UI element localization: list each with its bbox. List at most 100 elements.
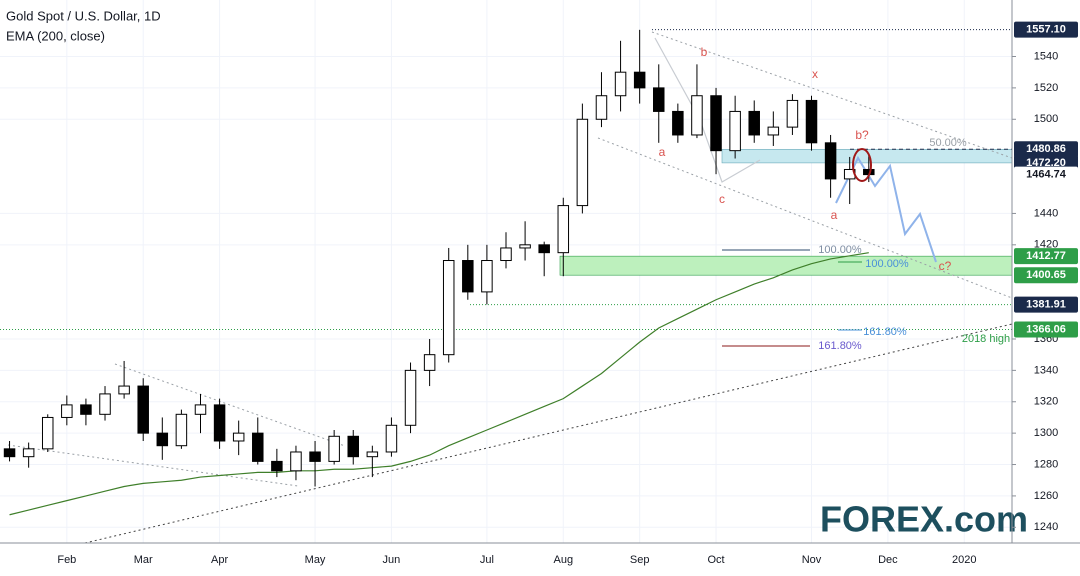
candle-body xyxy=(633,71,646,89)
fib-label: 161.80% xyxy=(818,340,862,352)
y-tick-label: 1340 xyxy=(1034,364,1058,376)
x-tick-label: Jun xyxy=(383,554,401,566)
triangle-line xyxy=(7,444,299,487)
candle-body xyxy=(99,393,111,415)
wave-label: c? xyxy=(939,259,952,273)
logo: FOREX.com xyxy=(820,499,1028,540)
candle-body xyxy=(500,247,512,262)
wave-label: c xyxy=(719,192,725,206)
wave-label: a xyxy=(659,145,666,159)
candle-body xyxy=(366,451,379,458)
candle-body xyxy=(481,260,493,293)
candle-body xyxy=(213,404,226,442)
price-label-bg xyxy=(1014,321,1078,338)
y-tick-label: 1260 xyxy=(1034,490,1058,502)
price-label-bg xyxy=(1014,21,1078,38)
candle-body xyxy=(118,385,130,395)
candle-body xyxy=(22,448,35,458)
channel-line xyxy=(651,31,1013,159)
candle-body xyxy=(576,118,589,207)
y-tick-label: 1320 xyxy=(1034,396,1058,408)
candle-body xyxy=(691,95,703,136)
highlight-ellipse xyxy=(852,148,872,182)
candle-body xyxy=(653,87,665,112)
candle-body xyxy=(290,451,302,472)
wave-label: b? xyxy=(855,128,869,142)
price-label: 1412.77 xyxy=(1026,250,1066,262)
y-tick-label: 1280 xyxy=(1034,458,1058,470)
legend-entry: EMA (200, close) xyxy=(6,28,105,43)
x-tick-label: Nov xyxy=(802,554,822,566)
trend-lines xyxy=(7,31,1013,544)
candle-body xyxy=(748,110,760,136)
ema-line xyxy=(9,252,869,516)
price-label: 1464.74 xyxy=(1026,169,1067,181)
candle-body xyxy=(232,432,245,442)
x-tick-label: Mar xyxy=(134,554,153,566)
wave-label: a xyxy=(831,208,838,222)
candle-body xyxy=(404,369,417,426)
candle-body xyxy=(442,260,455,356)
y-tick-label: 1300 xyxy=(1034,427,1058,439)
wave-label: b xyxy=(701,45,708,59)
projection-path xyxy=(835,155,937,263)
price-label-bg xyxy=(1014,166,1078,183)
candle-body xyxy=(175,413,188,447)
chart-title: Gold Spot / U.S. Dollar, 1D xyxy=(6,8,161,23)
price-label: 1557.10 xyxy=(1026,24,1066,36)
candle-body xyxy=(710,95,722,152)
trend-line xyxy=(84,323,1013,544)
candle-body xyxy=(423,354,436,371)
x-tick-label: 2020 xyxy=(952,554,976,566)
price-label: 1400.65 xyxy=(1026,269,1066,281)
candle-body xyxy=(729,110,741,152)
candle-body xyxy=(538,244,550,254)
candle-body xyxy=(41,416,54,450)
price-label-bg xyxy=(1014,141,1078,158)
candle-body xyxy=(61,404,73,418)
x-tick-label: Dec xyxy=(878,554,898,566)
candle-body xyxy=(767,126,780,136)
fib-label: 100.00% xyxy=(865,258,909,270)
x-tick-label: Feb xyxy=(57,554,76,566)
candle-body xyxy=(557,205,570,254)
candle-body xyxy=(672,110,684,136)
candle-body xyxy=(786,99,799,128)
candle-body xyxy=(137,385,149,434)
candle-body xyxy=(194,404,207,415)
x-tick-label: Sep xyxy=(630,554,650,566)
candle-body xyxy=(347,435,359,458)
price-label: 1381.91 xyxy=(1026,299,1066,311)
candle-body xyxy=(805,99,818,144)
price-label: 1366.06 xyxy=(1026,323,1066,335)
triangle-line xyxy=(114,363,346,447)
annotation: 2018 high xyxy=(962,333,1010,345)
y-tick-label: 1240 xyxy=(1034,521,1058,533)
candle-body xyxy=(824,142,837,180)
price-label-bg xyxy=(1014,296,1078,313)
x-tick-label: May xyxy=(305,554,326,566)
candle-body xyxy=(3,448,16,458)
candle-body xyxy=(80,404,92,415)
plot-layer xyxy=(3,29,875,516)
fib-label: 50.00% xyxy=(929,137,967,149)
candle-body xyxy=(385,424,398,453)
price-label-bg xyxy=(1014,248,1078,265)
candle-body xyxy=(519,244,531,249)
candle-body xyxy=(462,260,474,293)
fib-label: 161.80% xyxy=(863,326,907,338)
price-label: 1480.86 xyxy=(1026,143,1066,155)
x-tick-label: Jul xyxy=(480,554,494,566)
x-tick-label: Aug xyxy=(553,554,573,566)
y-tick-label: 1520 xyxy=(1034,82,1058,94)
fib-label: 100.00% xyxy=(818,244,862,256)
y-tick-label: 1540 xyxy=(1034,50,1058,62)
candle-body xyxy=(328,435,340,462)
price-label-bg xyxy=(1014,267,1078,284)
candle-body xyxy=(252,432,264,462)
x-tick-label: Oct xyxy=(707,554,724,566)
channel-line xyxy=(597,137,1013,299)
